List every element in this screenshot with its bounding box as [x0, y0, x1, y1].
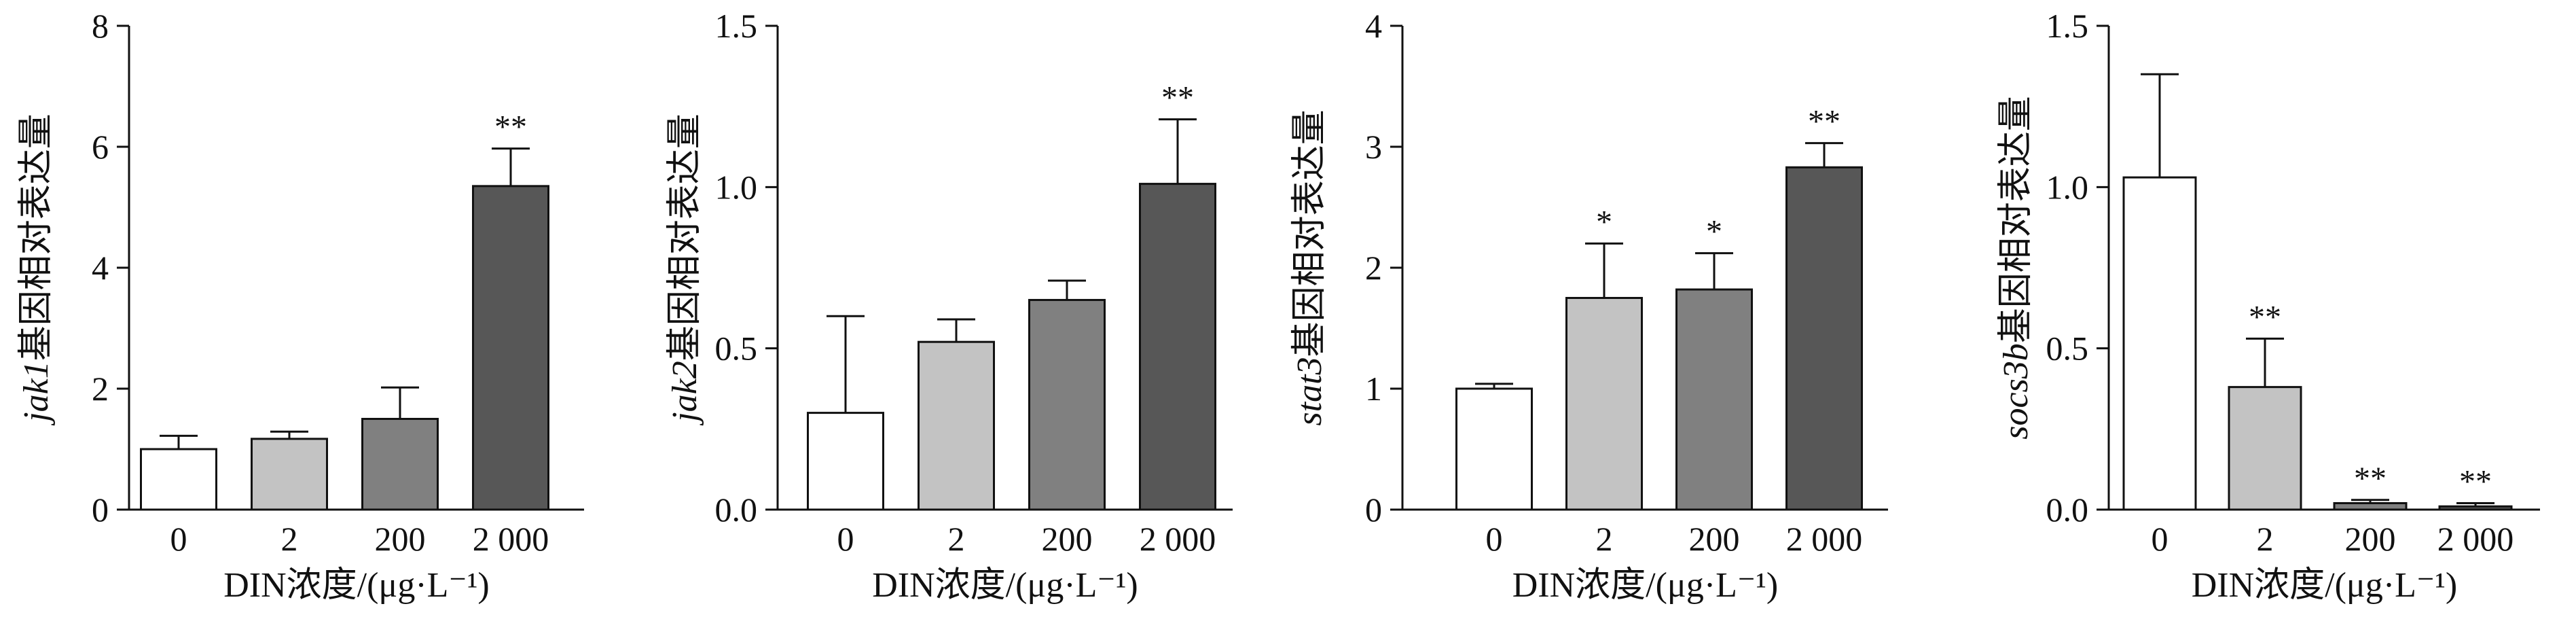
- y-axis-title-gene: jak1: [17, 361, 56, 426]
- x-tick-label: 2: [2257, 520, 2274, 558]
- bar-jak2-3: [1139, 183, 1216, 511]
- bar-jak1-3: [472, 185, 549, 511]
- bar-jak1-0: [140, 448, 217, 511]
- x-tick-label: 0: [1486, 520, 1503, 558]
- x-tick-label: 0: [170, 520, 187, 558]
- bar-jak2-1: [918, 340, 995, 511]
- y-tick-label: 0.5: [715, 330, 758, 368]
- significance-marker: *: [1596, 204, 1612, 240]
- y-tick-label: 0.0: [715, 491, 758, 529]
- significance-marker: **: [2354, 461, 2387, 497]
- significance-marker: **: [1161, 80, 1194, 116]
- significance-marker: **: [494, 109, 527, 145]
- x-tick-label: 2: [948, 520, 965, 558]
- y-tick-label: 4: [1365, 7, 1382, 45]
- x-tick-label: 200: [2345, 520, 2396, 558]
- bar-jak1-2: [361, 418, 439, 511]
- x-tick-label: 2 000: [473, 520, 549, 558]
- x-tick-label: 2: [1596, 520, 1613, 558]
- y-axis-title-gene: jak2: [666, 361, 704, 426]
- x-axis-title: DIN浓度/(μg·L⁻¹): [223, 566, 490, 605]
- x-axis-title: DIN浓度/(μg·L⁻¹): [2192, 566, 2458, 605]
- x-tick-label: 0: [2152, 520, 2169, 558]
- y-tick-label: 1: [1365, 370, 1382, 408]
- y-axis-title-suffix: 基因相对表达量: [666, 113, 704, 361]
- y-tick-label: 0: [92, 491, 109, 529]
- y-tick-label: 4: [92, 249, 109, 287]
- bar-stat3-0: [1455, 387, 1533, 511]
- bar-jak2-2: [1028, 298, 1106, 511]
- x-axis-title: DIN浓度/(μg·L⁻¹): [872, 566, 1138, 605]
- y-axis-title: jak2基因相对表达量: [666, 113, 704, 426]
- x-tick-label: 2 000: [1140, 520, 1216, 558]
- bar-socs3b-1: [2228, 386, 2302, 511]
- y-tick-label: 3: [1365, 128, 1382, 166]
- x-tick-label: 0: [837, 520, 854, 558]
- x-tick-label: 2 000: [1786, 520, 1863, 558]
- x-tick-label: 200: [1689, 520, 1740, 558]
- y-tick-label: 1.0: [715, 168, 758, 206]
- y-tick-label: 6: [92, 128, 109, 166]
- y-tick-label: 1.5: [2046, 7, 2089, 45]
- bar-stat3-2: [1675, 288, 1753, 511]
- bar-socs3b-3: [2438, 505, 2513, 511]
- y-tick-label: 1.0: [2046, 168, 2089, 206]
- y-tick-label: 8: [92, 7, 109, 45]
- y-axis-title-suffix: 基因相对表达量: [1290, 109, 1329, 357]
- chart-panel-socs3b: 0.0 0.5 1.0 1.5 0 ** 2 ** 200 ** 2 000 DIN浓度/(μg·L⁻…: [1997, 7, 2540, 605]
- y-axis-title-gene: stat3: [1290, 357, 1329, 425]
- bar-jak2-0: [807, 412, 884, 511]
- y-tick-label: 0.5: [2046, 330, 2089, 368]
- y-tick-label: 2: [92, 370, 109, 408]
- y-axis-title: jak1基因相对表达量: [17, 113, 56, 426]
- y-tick-label: 2: [1365, 249, 1382, 287]
- y-axis-title-gene: socs3b: [1997, 343, 2035, 440]
- significance-marker: **: [2459, 464, 2492, 500]
- y-axis-title: socs3b基因相对表达量: [1997, 96, 2035, 440]
- bar-jak1-1: [251, 438, 328, 511]
- significance-marker: **: [2249, 299, 2281, 335]
- x-tick-label: 200: [1042, 520, 1093, 558]
- x-tick-label: 2 000: [2437, 520, 2514, 558]
- bar-socs3b-2: [2333, 502, 2408, 511]
- y-tick-label: 0: [1365, 491, 1382, 529]
- bar-stat3-3: [1785, 166, 1863, 511]
- bar-socs3b-0: [2122, 176, 2197, 511]
- significance-marker: *: [1706, 214, 1722, 250]
- y-axis-title: stat3基因相对表达量: [1290, 109, 1329, 425]
- y-axis-title-suffix: 基因相对表达量: [17, 113, 56, 361]
- y-tick-label: 1.5: [715, 7, 758, 45]
- y-axis-title-suffix: 基因相对表达量: [1997, 96, 2035, 343]
- bar-stat3-1: [1565, 297, 1643, 511]
- x-tick-label: 200: [375, 520, 426, 558]
- chart-panel-jak1: 0 2 4 6 8 0 2 200 ** 2 000 DIN浓度/(μg·L⁻¹) jak1基因相对表…: [17, 7, 584, 605]
- y-tick-label: 0.0: [2046, 491, 2089, 529]
- x-axis-title: DIN浓度/(μg·L⁻¹): [1512, 566, 1779, 605]
- significance-marker: **: [1808, 104, 1840, 140]
- x-tick-label: 2: [281, 520, 298, 558]
